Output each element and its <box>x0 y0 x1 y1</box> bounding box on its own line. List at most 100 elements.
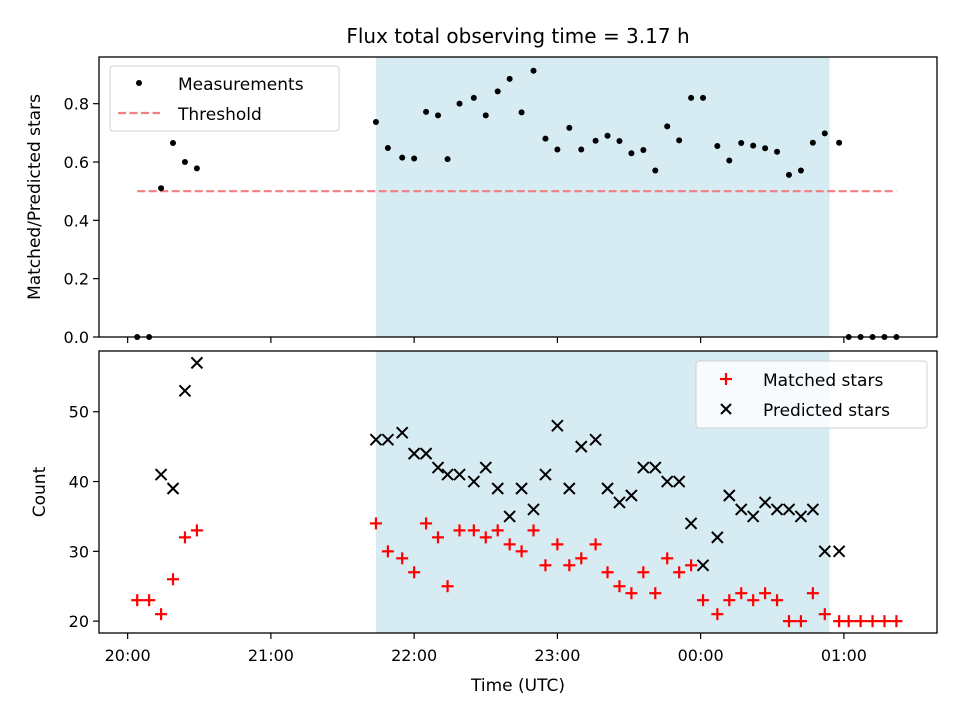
matched-point <box>408 566 421 579</box>
measurement-point <box>554 146 561 153</box>
matched-point <box>563 559 576 572</box>
matched-point <box>396 552 409 565</box>
matched-point <box>697 594 710 607</box>
matched-point <box>661 552 674 565</box>
measurement-point <box>456 100 463 107</box>
y-tick-label: 50 <box>69 403 89 422</box>
measurement-point <box>700 94 707 101</box>
matched-point <box>155 608 168 621</box>
matched-point <box>131 594 144 607</box>
matched-point <box>190 524 203 537</box>
measurement-point <box>482 112 489 119</box>
measurement-point <box>542 135 549 142</box>
x-tick-label: 23:00 <box>534 646 580 665</box>
y-tick-label: 0.0 <box>64 328 89 347</box>
measurement-point <box>640 147 647 154</box>
matched-point <box>854 615 867 628</box>
measurement-point <box>158 185 165 192</box>
matched-point <box>178 531 191 544</box>
matched-point <box>806 587 819 600</box>
matched-point <box>890 615 903 628</box>
matched-point <box>601 566 614 579</box>
measurement-point <box>494 88 501 95</box>
matched-point <box>613 580 626 593</box>
measurement-point <box>423 108 430 115</box>
predicted-point <box>818 545 831 558</box>
measurement-point <box>384 145 391 151</box>
matched-point <box>735 587 748 600</box>
measurement-point <box>604 132 611 139</box>
measurement-point <box>738 140 745 147</box>
x-tick-label: 22:00 <box>391 646 437 665</box>
matched-point <box>143 594 156 607</box>
predicted-point <box>723 489 736 502</box>
predicted-point <box>453 468 466 481</box>
predicted-point <box>794 510 808 523</box>
predicted-point <box>770 503 784 516</box>
matched-point <box>782 615 795 628</box>
top-x-ticks <box>127 337 845 343</box>
predicted-point <box>758 496 772 509</box>
bottom-markers <box>131 356 903 628</box>
matched-point <box>453 524 466 537</box>
predicted-point <box>527 503 540 516</box>
top-y-ticks: 0.0 0.2 0.4 0.6 0.8 <box>64 95 99 347</box>
x-tick-label: 20:00 <box>105 646 151 665</box>
matched-point <box>649 587 662 600</box>
measurement-point <box>435 112 442 119</box>
matched-point <box>625 587 638 600</box>
top-markers <box>134 67 900 340</box>
measurement-point <box>762 145 769 152</box>
predicted-point <box>806 503 820 516</box>
measurement-point <box>821 130 828 137</box>
measurement-point <box>676 137 683 144</box>
predicted-point <box>407 447 421 460</box>
predicted-point <box>551 419 564 432</box>
measurement-point <box>809 139 816 146</box>
bottom-y-axis-label: Count <box>30 466 50 517</box>
x-tick-label: 01:00 <box>821 646 867 665</box>
matched-point <box>527 524 540 537</box>
measurement-point <box>836 139 843 146</box>
bottom-legend-box <box>695 360 928 429</box>
matched-point <box>794 615 807 628</box>
bottom-x-ticks: 20:00 21:00 22:00 23:00 00:00 01:00 <box>105 633 867 665</box>
matched-point <box>491 524 504 537</box>
predicted-point <box>381 433 395 446</box>
matched-point <box>771 594 784 607</box>
matched-point <box>467 524 480 537</box>
predicted-point <box>735 503 748 516</box>
predicted-point <box>661 475 674 488</box>
matched-point <box>637 566 650 579</box>
matched-point <box>503 538 516 551</box>
legend-measurements-label: Measurements <box>178 75 304 95</box>
measurement-point <box>530 67 537 74</box>
y-tick-label: 0.8 <box>64 95 89 114</box>
measurement-point <box>652 167 659 174</box>
predicted-point <box>491 482 504 495</box>
predicted-point <box>190 356 204 370</box>
predicted-point <box>563 482 576 495</box>
predicted-point <box>166 482 180 495</box>
predicted-point <box>782 503 796 516</box>
measurement-point <box>785 171 792 178</box>
bottom-legend: Matched stars Predicted stars <box>695 360 928 429</box>
x-tick-label: 21:00 <box>248 646 294 665</box>
measurement-point <box>399 154 406 161</box>
predicted-point <box>515 482 528 495</box>
matched-point <box>381 545 394 558</box>
top-y-axis-label: Matched/Predicted stars <box>25 94 45 300</box>
y-tick-label: 30 <box>69 542 89 561</box>
measurement-point <box>664 123 671 130</box>
matched-point <box>515 545 528 558</box>
measurement-point <box>506 75 513 82</box>
x-axis-label: Time (UTC) <box>470 676 565 696</box>
predicted-point <box>503 510 516 523</box>
legend-threshold-label: Threshold <box>177 105 262 125</box>
matched-point <box>369 517 382 530</box>
measurement-point <box>566 124 573 131</box>
predicted-point <box>178 384 192 397</box>
matched-point <box>685 559 698 572</box>
measurement-point <box>628 150 635 157</box>
